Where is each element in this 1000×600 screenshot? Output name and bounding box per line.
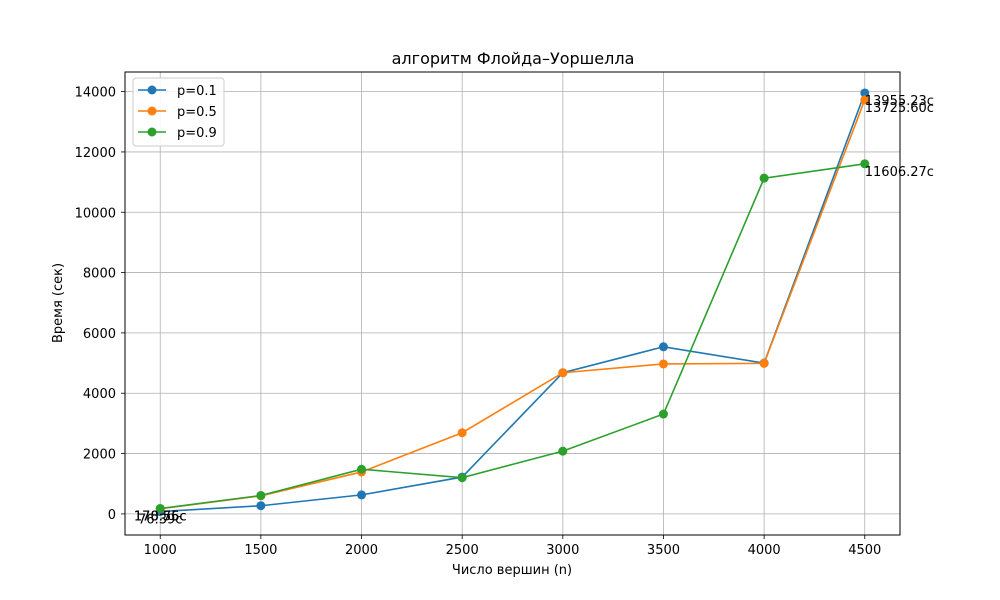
axis-ticks: 1000 1500 2000 2500 3000 3500 4000 4500 0 2000 400… (75, 86, 882, 558)
data-point (860, 159, 870, 169)
data-label: 170.56с (134, 510, 187, 525)
data-point (357, 464, 367, 474)
legend-label: p=0.1 (177, 84, 217, 99)
legend: p=0.1 p=0.5 p=0.9 (132, 77, 225, 147)
y-tick-label: 8000 (83, 267, 116, 282)
series-group (155, 88, 870, 517)
y-tick-label: 10000 (75, 206, 116, 221)
data-point (759, 358, 769, 368)
legend-label: p=0.9 (177, 126, 217, 141)
y-tick-label: 2000 (83, 448, 116, 463)
x-tick-label: 2000 (345, 543, 378, 558)
data-point (256, 490, 266, 500)
y-axis-label: Время (сек) (51, 263, 66, 343)
data-point (860, 88, 870, 98)
legend-marker (147, 127, 157, 137)
legend-marker (147, 106, 157, 116)
y-tick-label: 14000 (75, 86, 116, 101)
data-label: 11606.27с (865, 165, 934, 180)
data-labels: 76.39с 13955.23с 170.56с 13725.60с 178.75с 11… (134, 94, 934, 528)
y-tick-label: 4000 (83, 387, 116, 402)
series-line-p=0.9 (160, 163, 865, 510)
data-point (256, 501, 266, 511)
series-line-p=0.1 (160, 92, 866, 513)
data-label: 13955.23с (865, 94, 934, 109)
x-tick-label: 3000 (546, 543, 579, 558)
x-tick-label: 2500 (446, 543, 479, 558)
x-tick-label: 1000 (144, 543, 177, 558)
x-tick-label: 4500 (848, 543, 881, 558)
grid (125, 72, 900, 535)
data-point (558, 446, 568, 456)
data-point (658, 409, 668, 419)
data-label: 76.39с (138, 513, 182, 528)
y-tick-label: 6000 (83, 327, 116, 342)
x-tick-label: 1500 (244, 543, 277, 558)
data-point (860, 95, 870, 105)
y-tick-label: 0 (108, 508, 116, 523)
chart-title: алгоритм Флойда–Уоршелла (392, 49, 635, 68)
data-point (558, 368, 568, 378)
data-point (357, 490, 367, 500)
data-label: 13725.60с (865, 101, 934, 116)
data-label: 178.75с (134, 509, 187, 524)
data-point (457, 428, 467, 438)
data-point (658, 359, 668, 369)
series-line-p=0.5 (160, 99, 866, 510)
data-point (457, 473, 467, 483)
x-tick-label: 4000 (748, 543, 781, 558)
data-point (155, 503, 165, 513)
legend-label: p=0.5 (177, 105, 217, 120)
y-tick-label: 12000 (75, 146, 116, 161)
plot-area (124, 71, 901, 536)
legend-marker (147, 85, 157, 95)
data-point (759, 173, 769, 183)
x-axis-label: Число вершин (n) (452, 563, 572, 578)
legend-box (132, 77, 225, 147)
data-point (658, 342, 668, 352)
x-tick-label: 3500 (647, 543, 680, 558)
